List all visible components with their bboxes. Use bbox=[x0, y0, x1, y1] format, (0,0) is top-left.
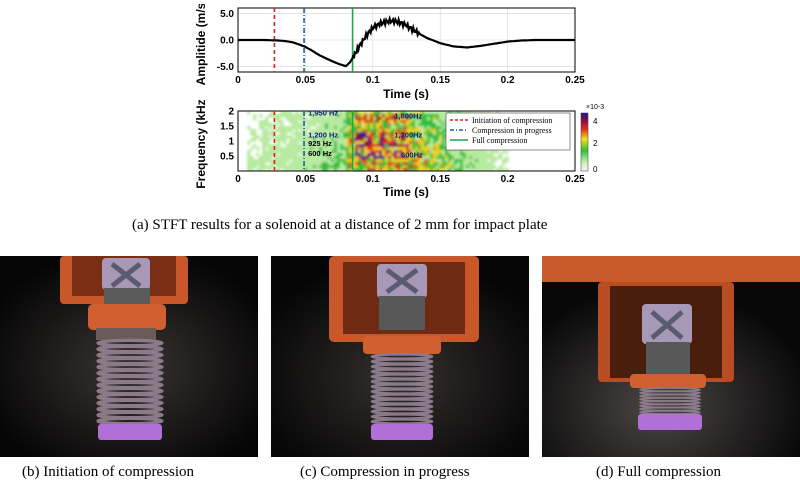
stft-annotation-3: 600 Hz bbox=[308, 149, 332, 158]
legend-label-progress: Compression in progress bbox=[472, 126, 552, 135]
amplitude-x-tick-label: 0.1 bbox=[366, 75, 380, 86]
stft-x-axis-label: Time (s) bbox=[383, 185, 429, 198]
amplitude-y-tick-label: 5.0 bbox=[220, 9, 234, 20]
amplitude-y-axis-label: Amplitide (m/s) bbox=[194, 4, 208, 85]
legend-label-full: Full compression bbox=[472, 136, 527, 145]
colorbar-tick-top: 4 bbox=[593, 117, 598, 126]
photo-full-compression bbox=[542, 256, 800, 457]
stft-x-tick-label: 0.2 bbox=[501, 174, 515, 185]
spring-illustration-c bbox=[271, 256, 529, 457]
stft-y-tick-label: 0.5 bbox=[220, 152, 234, 163]
photo-initiation-of-compression bbox=[0, 256, 258, 457]
colorbar-tick-mid: 2 bbox=[593, 139, 598, 148]
stft-annotation-2: 925 Hz bbox=[308, 139, 332, 148]
amplitude-y-tick-label: 0.0 bbox=[220, 36, 234, 47]
spring-coils bbox=[370, 352, 434, 426]
stft-annotation-6: 600Hz bbox=[401, 151, 423, 160]
spring-illustration-d bbox=[542, 256, 800, 457]
spring-illustration-b bbox=[0, 256, 258, 457]
caption-d: (d) Full compression bbox=[596, 464, 721, 480]
stft-markers bbox=[273, 111, 354, 171]
stft-x-ticks: 0 0.05 0.1 0.15 0.2 0.25 bbox=[235, 174, 585, 185]
amplitude-x-tick-label: 0.15 bbox=[430, 75, 450, 86]
stft-x-tick-label: 0.25 bbox=[565, 174, 585, 185]
stft-x-tick-label: 0 bbox=[235, 174, 241, 185]
stft-x-tick-label: 0.15 bbox=[430, 174, 450, 185]
stft-annotation-5: 1,200Hz bbox=[394, 130, 422, 139]
stft-y-ticks: 2 1.5 1 0.5 bbox=[220, 107, 234, 163]
amplitude-y-ticks: 5.0 0.0 -5.0 bbox=[217, 9, 235, 73]
stft-x-tick-label: 0.05 bbox=[296, 174, 316, 185]
stft-y-axis-label: Frequency (kHz) bbox=[194, 100, 208, 189]
amplitude-x-tick-label: 0.25 bbox=[565, 75, 585, 86]
stft-annotation-4: 1,800Hz bbox=[394, 112, 422, 121]
amplitude-x-tick-label: 0 bbox=[235, 75, 241, 86]
stft-frame bbox=[237, 110, 576, 172]
caption-b: (b) Initiation of compression bbox=[22, 464, 195, 480]
amplitude-series-line bbox=[238, 14, 575, 68]
amplitude-x-tick-label: 0.05 bbox=[296, 75, 316, 86]
spring-coils bbox=[96, 338, 164, 426]
stft-y-tick-label: 1.5 bbox=[220, 122, 234, 133]
caption-a: (a) STFT results for a solenoid at a dis… bbox=[132, 217, 548, 233]
stft-annotation-1: 1,200 Hz bbox=[308, 130, 338, 139]
amplitude-x-tick-label: 0.2 bbox=[501, 75, 515, 86]
stft-y-tick-label: 1 bbox=[228, 137, 234, 148]
colorbar-exponent: ×10-3 bbox=[586, 104, 604, 111]
stft-annotation-0: 1,950 Hz bbox=[308, 109, 338, 118]
amplitude-x-axis-label: Time (s) bbox=[383, 87, 429, 100]
stft-x-tick-label: 0.1 bbox=[366, 174, 380, 185]
amplitude-y-tick-label: -5.0 bbox=[217, 62, 235, 73]
stft-legend: Initiation of compression Compression in… bbox=[445, 112, 571, 151]
colorbar-tick-bottom: 0 bbox=[593, 165, 598, 174]
stft-colorbar: ×10-3 4 2 0 bbox=[580, 104, 604, 174]
stft-y-tick-label: 2 bbox=[228, 107, 234, 118]
photo-compression-in-progress bbox=[271, 256, 529, 457]
amplitude-chart: 5.00.0-5.0 0 0.05 0.1 0.15 0.2 0.25 Time (s) … bbox=[194, 4, 585, 100]
legend-label-initiation: Initiation of compression bbox=[472, 116, 552, 125]
spring-coils bbox=[639, 387, 701, 415]
caption-c: (c) Compression in progress bbox=[300, 464, 470, 480]
amplitude-x-ticks: 0 0.05 0.1 0.15 0.2 0.25 bbox=[235, 75, 585, 86]
